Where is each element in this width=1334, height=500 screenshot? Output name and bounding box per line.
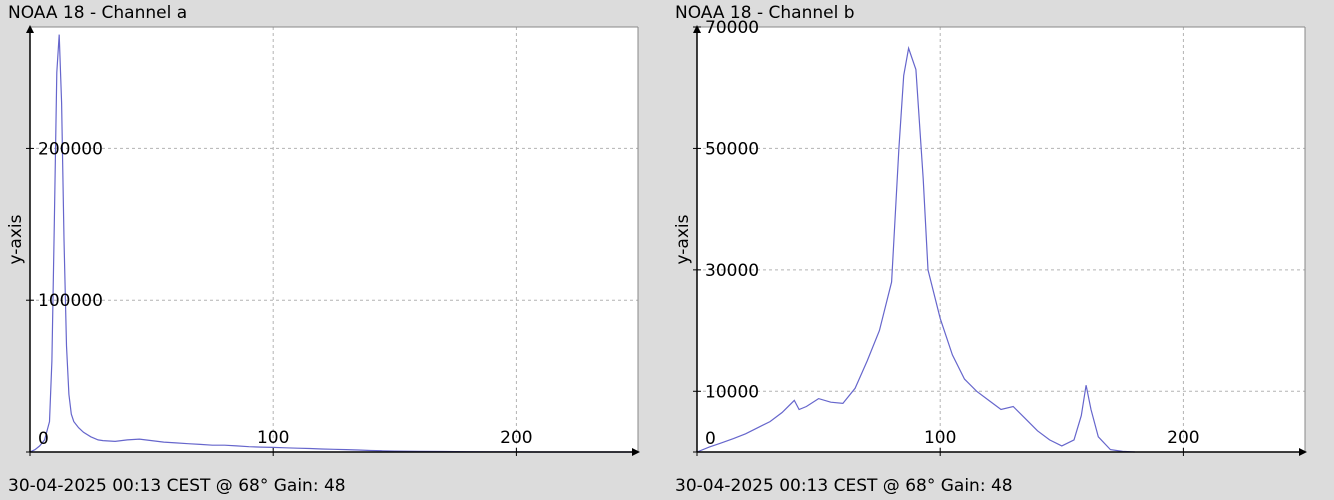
x-tick-label: 200: [1167, 428, 1199, 448]
chart-panel-a: 0 100000 200000 100 200 y-axis NOAA 18 - Chan…: [0, 0, 660, 500]
y-axis-arrow: [693, 25, 701, 33]
plot-area: [30, 27, 638, 452]
x-tick-label: 100: [924, 428, 956, 448]
y-tick-label: 10000: [705, 382, 759, 402]
y-axis-label: y-axis: [673, 214, 693, 264]
x-axis-arrow: [632, 448, 640, 456]
y-tick-label: 0: [705, 429, 716, 449]
y-tick-label: 0: [38, 429, 49, 449]
x-axis-arrow: [1299, 448, 1307, 456]
y-tick-label: 50000: [705, 139, 759, 159]
chart-a: 0 100000 200000 100 200 y-axis: [6, 25, 640, 456]
y-tick-label: 200000: [38, 139, 103, 159]
plot-area: [697, 27, 1305, 452]
chart-footer-b: 30-04-2025 00:13 CEST @ 68° Gain: 48: [675, 476, 1013, 496]
y-tick-label: 70000: [705, 18, 759, 38]
y-axis-label: y-axis: [6, 214, 26, 264]
chart-title-a: NOAA 18 - Channel a: [8, 3, 188, 23]
chart-panel-b: 0 10000 30000 50000 70000 100 200 y-axis NOAA 1…: [667, 0, 1327, 500]
y-tick-label: 30000: [705, 261, 759, 281]
chart-footer-a: 30-04-2025 00:13 CEST @ 68° Gain: 48: [8, 476, 346, 496]
x-tick-label: 200: [500, 428, 532, 448]
y-tick-label: 100000: [38, 291, 103, 311]
series-line: [696, 45, 1135, 453]
y-axis-arrow: [26, 25, 34, 33]
x-tick-label: 100: [257, 428, 289, 448]
chart-title-b: NOAA 18 - Channel b: [675, 3, 855, 23]
chart-b: 0 10000 30000 50000 70000 100 200 y-axis: [673, 18, 1307, 456]
